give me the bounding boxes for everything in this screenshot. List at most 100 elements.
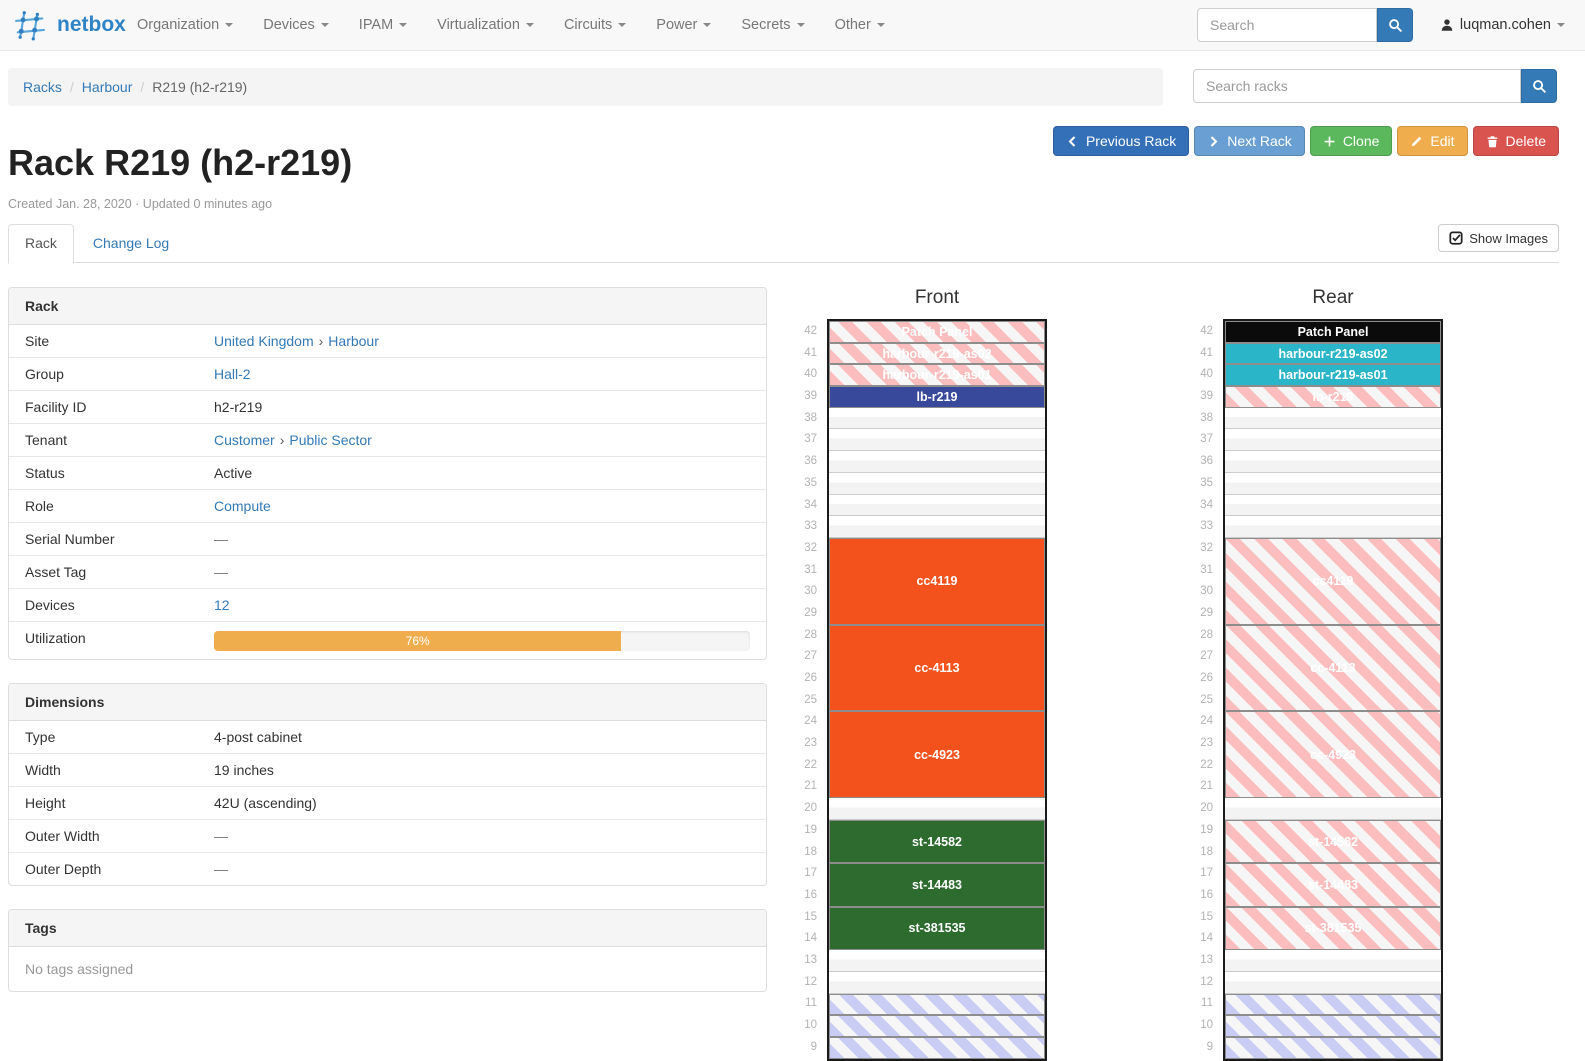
unit-number: 12 (804, 975, 817, 988)
rack-empty-unit[interactable] (829, 971, 1045, 994)
user-menu[interactable]: luqman.cohen (1440, 0, 1565, 50)
value-link[interactable]: Hall-2 (214, 366, 251, 382)
nav-item-other[interactable]: Other (820, 0, 900, 50)
rack-empty-unit[interactable] (1225, 971, 1441, 994)
nav-item-secrets[interactable]: Secrets (726, 0, 819, 50)
unit-number: 39 (804, 390, 817, 403)
rack-empty-unit[interactable] (829, 950, 1045, 972)
info-row: Group Hall-2 (9, 357, 766, 390)
chevron-down-icon (618, 23, 627, 27)
value-link[interactable]: Customer (214, 432, 275, 448)
value-link[interactable]: Compute (214, 498, 271, 514)
unit-number: 37 (1200, 433, 1213, 446)
nav-item-ipam[interactable]: IPAM (344, 0, 422, 50)
rack-empty-unit[interactable] (1225, 472, 1441, 495)
rack-empty-unit[interactable] (829, 472, 1045, 495)
rack-device[interactable]: st-14582 (829, 819, 1045, 864)
rack-search-group (1193, 69, 1557, 103)
nav-item-label: Secrets (741, 17, 791, 33)
rack-empty-unit[interactable] (829, 516, 1045, 538)
info-row: Facility ID h2-r219 (9, 390, 766, 423)
rack-device[interactable]: Patch Panel (829, 321, 1045, 343)
rack-device[interactable]: cc4119 (1225, 537, 1441, 625)
value-link[interactable]: 12 (214, 597, 230, 613)
rack-device[interactable]: harbour-r219-as01 (829, 364, 1045, 387)
value-link[interactable]: Public Sector (289, 432, 372, 448)
value-link[interactable]: United Kingdom (214, 333, 314, 349)
rack-device[interactable]: lb-r219 (829, 386, 1045, 408)
rack-search-input[interactable] (1193, 69, 1521, 103)
info-label: Serial Number (25, 531, 115, 547)
unit-number: 36 (1200, 455, 1213, 468)
breadcrumb-item[interactable]: Racks (23, 79, 62, 95)
rack-device[interactable]: harbour-r219-as02 (1225, 342, 1441, 365)
rack-empty-unit[interactable] (1225, 407, 1441, 430)
rack-empty-unit[interactable] (829, 494, 1045, 517)
tab-rack[interactable]: Rack (8, 224, 74, 264)
info-row: Serial Number — (9, 522, 766, 555)
navbar: netbox Organization Devices IPAM Virtualiza… (0, 0, 1585, 51)
nav-item-label: IPAM (358, 17, 394, 33)
nav-item-organization[interactable]: Organization (122, 0, 248, 50)
chevron-down-icon (225, 23, 234, 27)
nav-item-virtualization[interactable]: Virtualization (422, 0, 549, 50)
rack-empty-unit[interactable] (1225, 494, 1441, 517)
navbar-search-input[interactable] (1197, 8, 1377, 42)
unit-number: 30 (804, 585, 817, 598)
delete-button[interactable]: Delete (1472, 126, 1559, 156)
unit-number: 14 (804, 932, 817, 945)
rack-device[interactable]: cc-4923 (829, 711, 1045, 799)
rack-device[interactable]: harbour-r219-as01 (1225, 364, 1441, 387)
rear-rack-box: Patch Panel harbour-r219-as02 harbour-r219… (1223, 319, 1443, 1061)
unit-number: 14 (1200, 932, 1213, 945)
unit-number: 26 (804, 672, 817, 684)
rack-device[interactable]: cc-4923 (1225, 711, 1441, 799)
edit-button[interactable]: Edit (1397, 126, 1468, 156)
rack-search-button[interactable] (1521, 69, 1557, 103)
info-value: Customer › Public Sector (214, 424, 766, 456)
rack-empty-unit[interactable] (1225, 950, 1441, 972)
unit-number: 23 (1200, 737, 1213, 750)
rack-device[interactable]: st-14582 (1225, 819, 1441, 864)
rack-empty-unit[interactable] (829, 407, 1045, 430)
nav-item-power[interactable]: Power (641, 0, 726, 50)
clone-button[interactable]: Clone (1309, 126, 1393, 156)
rack-device[interactable]: st-381535 (829, 906, 1045, 951)
chevron-down-icon (525, 23, 534, 27)
show-images-button[interactable]: Show Images (1438, 224, 1559, 252)
rack-empty-unit[interactable] (1225, 516, 1441, 538)
value-link[interactable]: Harbour (328, 333, 379, 349)
rack-device[interactable]: Patch Panel (1225, 321, 1441, 343)
netbox-logo[interactable]: netbox (12, 0, 126, 50)
nav-item-devices[interactable]: Devices (248, 0, 344, 50)
tab-change-log[interactable]: Change Log (92, 235, 170, 251)
rack-empty-unit[interactable] (1225, 429, 1441, 452)
info-value: 42U (ascending) (214, 787, 766, 819)
info-row: Height 42U (ascending) (9, 786, 766, 819)
rack-device[interactable]: st-14483 (829, 863, 1045, 907)
nav-item-circuits[interactable]: Circuits (549, 0, 641, 50)
button-label: Previous Rack (1085, 133, 1177, 149)
rack-device[interactable]: cc-4113 (829, 624, 1045, 712)
rack-device[interactable]: cc4119 (829, 537, 1045, 625)
next-rack-button[interactable]: Next Rack (1194, 126, 1305, 156)
breadcrumb-item[interactable]: Harbour (81, 79, 133, 95)
rack-empty-unit[interactable] (829, 798, 1045, 820)
rack-device[interactable]: st-381535 (1225, 906, 1441, 951)
unit-number: 32 (804, 541, 817, 554)
navbar-search-button[interactable] (1377, 8, 1413, 42)
rack-device[interactable]: lb-r219 (1225, 386, 1441, 408)
previous-rack-button[interactable]: Previous Rack (1052, 126, 1190, 156)
unit-number: 38 (1200, 411, 1213, 424)
rack-empty-unit[interactable] (829, 429, 1045, 452)
rack-reservation (1225, 1036, 1441, 1059)
rack-empty-unit[interactable] (829, 451, 1045, 473)
user-icon (1441, 19, 1453, 31)
rack-empty-unit[interactable] (1225, 451, 1441, 473)
unit-number: 11 (805, 997, 817, 1010)
rack-empty-unit[interactable] (1225, 798, 1441, 820)
rack-device[interactable]: cc-4113 (1225, 624, 1441, 712)
rack-device[interactable]: st-14483 (1225, 863, 1441, 907)
tabs: Rack Change Log (8, 224, 1559, 264)
rack-device[interactable]: harbour-r219-as02 (829, 342, 1045, 365)
